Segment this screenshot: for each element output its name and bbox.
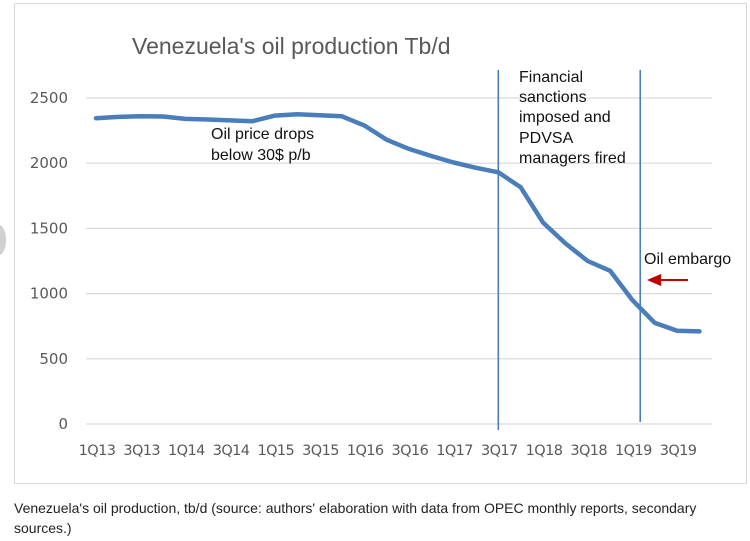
x-tick-label: 1Q19: [615, 443, 652, 459]
y-tick-label: 1000: [30, 285, 68, 303]
x-tick-label: 1Q13: [79, 443, 116, 459]
x-tick-label: 3Q15: [302, 443, 339, 459]
y-tick-label: 0: [58, 415, 68, 433]
annotation-embargo-text: Oil embargo: [644, 251, 731, 268]
embargo-arrow-head-icon: [647, 274, 661, 286]
gridlines: [86, 97, 712, 425]
x-axis-ticks: 1Q13 3Q13 1Q14 3Q14 1Q15 3Q15 1Q16 3Q16 1Q17 3Q17…: [79, 443, 698, 459]
x-tick-label: 1Q17: [436, 443, 473, 459]
annotation-sanctions-line-2: sanctions: [519, 89, 587, 106]
x-tick-label: 3Q18: [570, 443, 607, 459]
x-tick-label: 3Q16: [392, 443, 429, 459]
x-tick-label: 3Q19: [660, 443, 697, 459]
x-tick-label: 1Q14: [168, 443, 205, 459]
chart-title: Venezuela's oil production Tb/d: [132, 33, 451, 59]
edge-artifact: [0, 225, 6, 255]
annotation-sanctions-line-4: PDVSA: [519, 130, 574, 147]
y-tick-label: 1500: [30, 219, 68, 237]
annotation-sanctions-line-1: Financial: [519, 69, 583, 86]
x-tick-label: 1Q18: [526, 443, 563, 459]
annotation-embargo: Oil embargo: [644, 251, 731, 286]
data-points: [95, 114, 700, 332]
annotation-sanctions-line-5: managers fired: [519, 150, 626, 167]
y-tick-label: 2000: [30, 154, 68, 172]
y-tick-label: 500: [39, 350, 68, 368]
annotation-price-line-1: Oil price drops: [211, 126, 314, 143]
figure-caption: Venezuela's oil production, tb/d (source…: [14, 500, 697, 536]
line-chart: Venezuela's oil production Tb/d 0 500 1000…: [30, 33, 731, 459]
x-tick-label: 3Q14: [213, 443, 250, 459]
annotation-sanctions-line-3: imposed and: [519, 109, 611, 126]
chart-frame: [14, 3, 747, 484]
vertical-markers: [497, 70, 642, 430]
series-line-oil-production: [93, 112, 702, 334]
x-tick-label: 1Q16: [347, 443, 384, 459]
x-tick-label: 3Q17: [481, 443, 518, 459]
annotation-sanctions: Financial sanctions imposed and PDVSA ma…: [519, 69, 626, 167]
annotation-price-line-2: below 30$ p/b: [211, 147, 311, 164]
annotation-price: Oil price drops below 30$ p/b: [211, 126, 314, 164]
x-tick-label: 1Q15: [257, 443, 294, 459]
x-tick-label: 3Q13: [123, 443, 160, 459]
y-axis-ticks: 0 500 1000 1500 2000 2500: [30, 89, 68, 433]
y-tick-label: 2500: [30, 89, 68, 107]
